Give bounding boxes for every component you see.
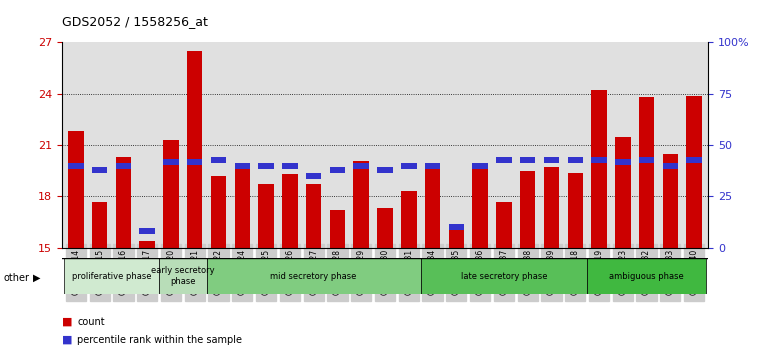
Bar [211,176,226,248]
Bar [615,137,631,248]
Bar [206,258,420,294]
Bar [520,156,535,162]
Bar [235,169,250,248]
Text: mid secretory phase: mid secretory phase [270,272,357,281]
Bar [401,163,417,169]
Text: percentile rank within the sample: percentile rank within the sample [77,335,242,345]
Bar [306,173,321,179]
Bar [615,159,631,165]
Bar [544,167,559,248]
Bar [116,163,131,169]
Bar [401,191,417,248]
Bar [187,159,203,165]
Bar [282,174,298,248]
Bar [591,90,607,248]
Bar [306,184,321,248]
Bar [330,210,345,248]
Bar [353,163,369,169]
Text: proliferative phase: proliferative phase [72,272,151,281]
Bar [92,202,107,248]
Bar [567,156,583,162]
Bar [163,140,179,248]
Bar [377,209,393,248]
Bar [259,184,274,248]
Text: late secretory phase: late secretory phase [460,272,547,281]
Bar [159,258,206,294]
Bar [235,163,250,169]
Bar [544,156,559,162]
Bar [639,97,654,248]
Bar [139,241,155,248]
Text: ■: ■ [62,335,72,345]
Bar [472,166,488,248]
Bar [496,156,511,162]
Bar [282,163,298,169]
Text: GDS2052 / 1558256_at: GDS2052 / 1558256_at [62,15,207,28]
Bar [353,161,369,248]
Text: other: other [4,273,30,283]
Bar [68,131,84,248]
Text: ■: ■ [62,317,72,327]
Bar [496,202,511,248]
Bar [330,167,345,173]
Bar [449,224,464,230]
Text: early secretory
phase: early secretory phase [151,267,215,286]
Bar [68,163,84,169]
Bar [377,167,393,173]
Bar [591,156,607,162]
Bar [116,157,131,248]
Bar [139,228,155,234]
Bar [425,163,440,169]
Text: ▶: ▶ [33,273,41,283]
Bar [663,163,678,169]
Bar [64,258,159,294]
Bar [520,171,535,248]
Bar [686,96,702,248]
Bar [420,258,587,294]
Bar [187,51,203,248]
Bar [587,258,706,294]
Bar [686,156,702,162]
Bar [163,159,179,165]
Bar [259,163,274,169]
Bar [449,227,464,248]
Bar [425,166,440,248]
Bar [663,154,678,248]
Text: ambiguous phase: ambiguous phase [609,272,684,281]
Text: count: count [77,317,105,327]
Bar [567,172,583,248]
Bar [211,156,226,162]
Bar [639,156,654,162]
Bar [92,167,107,173]
Bar [472,163,488,169]
